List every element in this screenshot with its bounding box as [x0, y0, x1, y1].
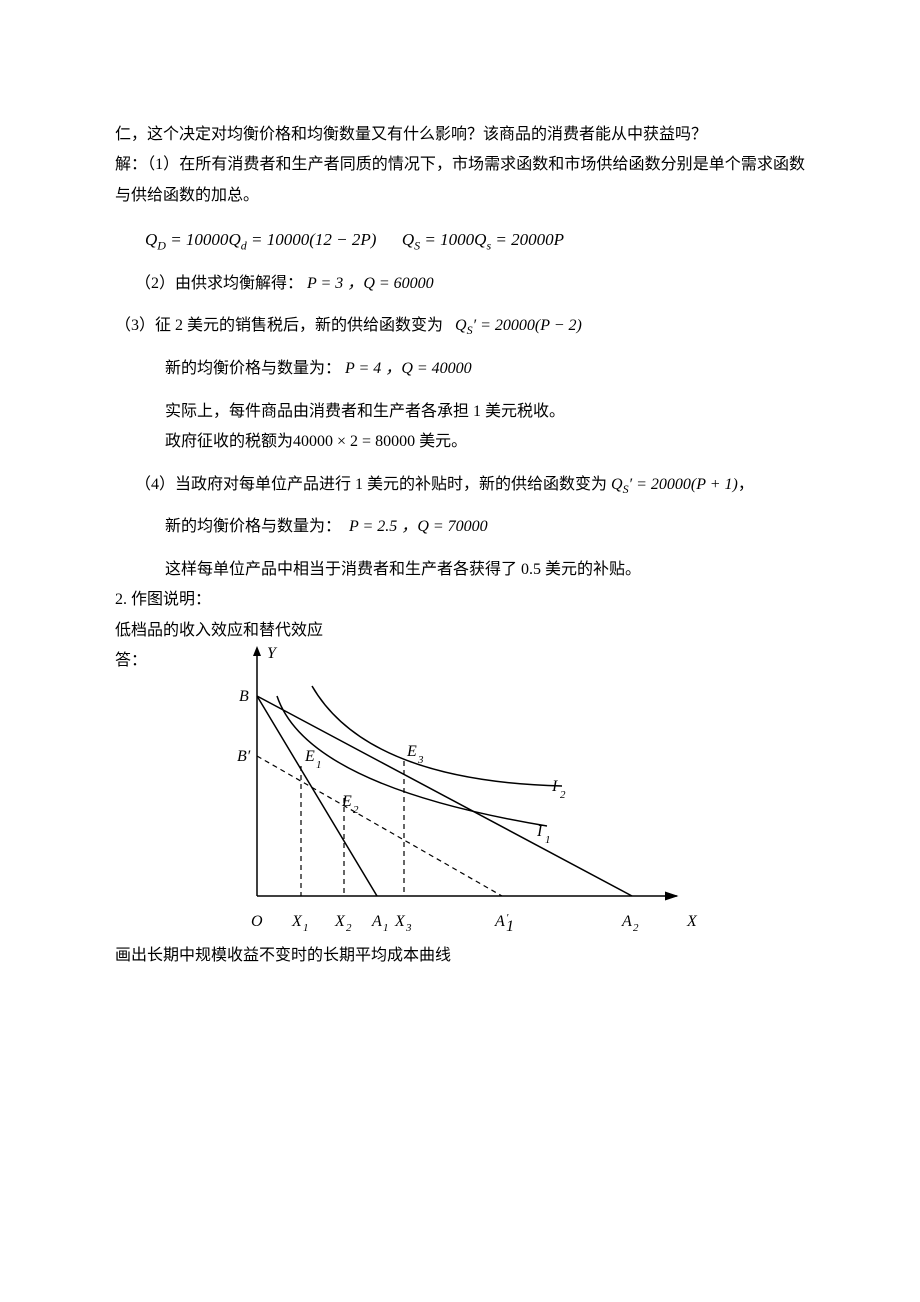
formula-QD: QD = 10000Qd = 10000(12 − 2P) [145, 230, 376, 249]
svg-text:3: 3 [417, 754, 424, 766]
svg-text:X: X [334, 913, 346, 930]
svg-text:X: X [686, 913, 698, 930]
svg-text:B′: B′ [237, 748, 251, 765]
new-equilibrium-subsidy: 新的均衡价格与数量为： P = 2.5 ，Q = 70000 [115, 512, 805, 542]
solution-part1: 解：（1）在所有消费者和生产者同质的情况下，市场需求函数和市场供给函数分别是单个… [115, 150, 805, 211]
formula-eq-subsidy: P = 2.5 ，Q = 70000 [345, 518, 488, 535]
tax-burden: 实际上，每件商品由消费者和生产者各承担 1 美元税收。 [115, 397, 805, 427]
svg-text:B: B [239, 688, 249, 705]
formula-equilibrium: P = 3 ，Q = 60000 [307, 275, 434, 292]
svg-text:A: A [621, 913, 632, 930]
formula-QS: QS = 1000Qs = 20000P [402, 230, 564, 249]
svg-text:E: E [304, 748, 315, 765]
inferior-good-chart: YXOBB′E1E2E3I1I2X1X2A1X3A′1A2 [217, 646, 717, 941]
question-2-bottom: 画出长期中规模收益不变时的长期平均成本曲线 [115, 941, 805, 971]
answer-label: 答： [115, 646, 147, 676]
question-context: 仁，这个决定对均衡价格和均衡数量又有什么影响？该商品的消费者能从中获益吗？ [115, 120, 805, 150]
svg-text:2: 2 [353, 804, 359, 816]
svg-text:I: I [536, 823, 543, 840]
svg-text:X: X [291, 913, 303, 930]
question-2-sub: 低档品的收入效应和替代效应 [115, 616, 805, 646]
solution-part4: （4）当政府对每单位产品进行 1 美元的补贴时，新的供给函数变为 QS′ = 2… [115, 470, 805, 501]
svg-text:A: A [371, 913, 382, 930]
formula-demand-supply: QD = 10000Qd = 10000(12 − 2P) QS = 1000Q… [145, 221, 805, 259]
svg-text:O: O [251, 913, 263, 930]
svg-text:Y: Y [267, 646, 278, 662]
svg-text:I: I [551, 778, 558, 795]
question-2: 2. 作图说明： [115, 585, 805, 615]
svg-text:2: 2 [560, 789, 566, 801]
tax-revenue: 政府征收的税额为40000 × 2 = 80000 美元。 [115, 427, 805, 457]
solution-part2: （2）由供求均衡解得： P = 3 ，Q = 60000 [115, 269, 805, 299]
svg-text:2: 2 [633, 922, 639, 934]
formula-new-supply-subsidy: QS′ = 20000(P + 1) [611, 476, 738, 493]
svg-text:X: X [394, 913, 406, 930]
solution-part3: （3）征 2 美元的销售税后，新的供给函数变为 QS′ = 20000(P − … [115, 311, 805, 342]
subsidy-benefit: 这样每单位产品中相当于消费者和生产者各获得了 0.5 美元的补贴。 [115, 555, 805, 585]
svg-text:A: A [494, 913, 505, 930]
formula-eq-tax: P = 4 ，Q = 40000 [345, 360, 472, 377]
svg-text:1: 1 [506, 918, 514, 935]
svg-text:1: 1 [303, 922, 309, 934]
svg-text:2: 2 [346, 922, 352, 934]
svg-text:3: 3 [405, 922, 412, 934]
new-equilibrium-tax: 新的均衡价格与数量为： P = 4 ，Q = 40000 [115, 354, 805, 384]
svg-text:E: E [341, 793, 352, 810]
formula-new-supply-tax: QS′ = 20000(P − 2) [455, 317, 582, 334]
svg-text:1: 1 [316, 759, 322, 771]
svg-text:1: 1 [545, 834, 551, 846]
svg-text:1: 1 [383, 922, 389, 934]
svg-text:E: E [406, 743, 417, 760]
